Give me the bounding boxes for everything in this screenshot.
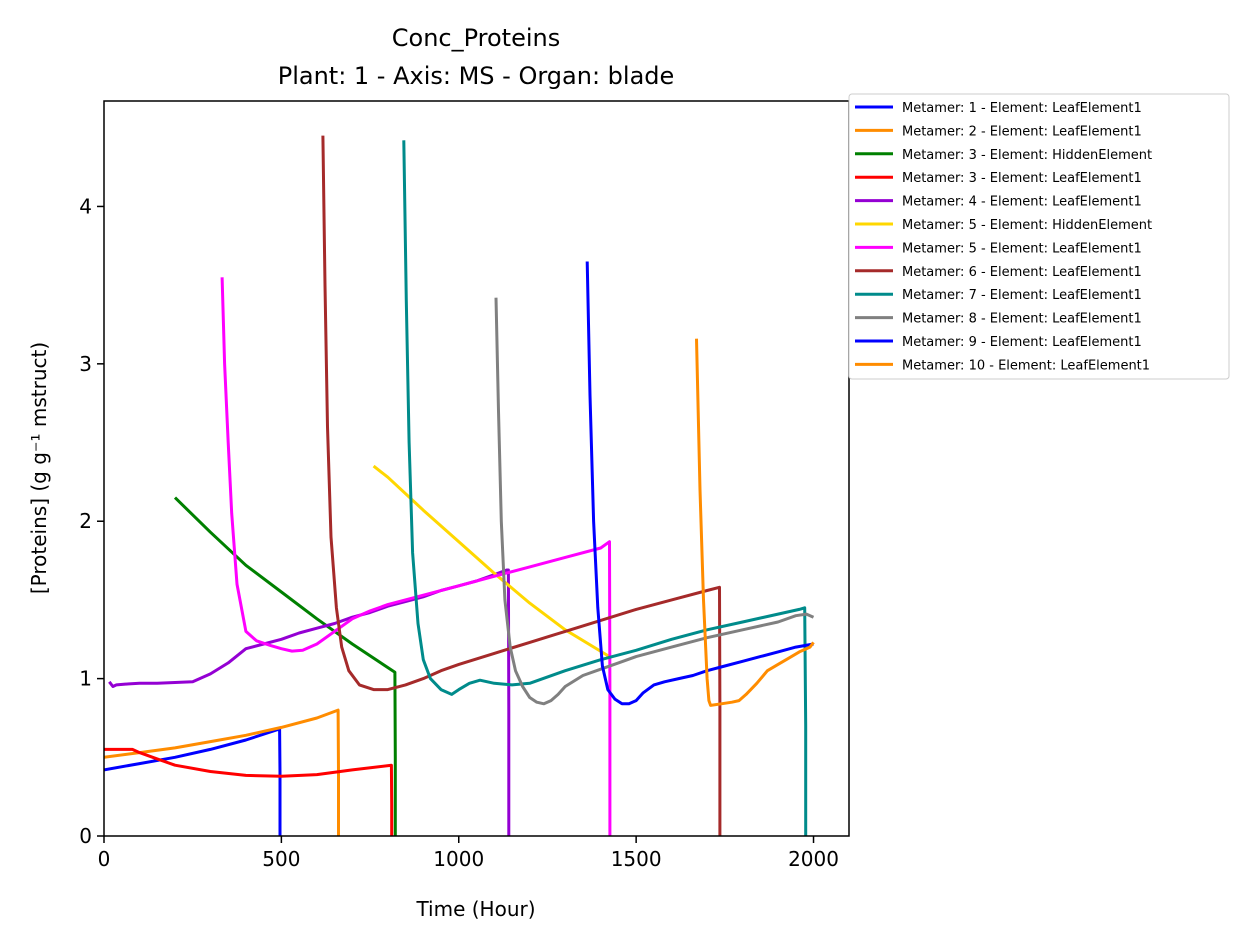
- series-line-2: [104, 708, 340, 836]
- legend-entry: Metamer: 5 - Element: HiddenElement: [902, 218, 1152, 233]
- legend-entry: Metamer: 1 - Element: LeafElement1: [902, 101, 1142, 116]
- x-tick-label: 1000: [433, 847, 484, 871]
- chart-title: Conc_Proteins: [392, 24, 560, 52]
- series-line-6: [372, 464, 611, 658]
- y-tick-label: 4: [79, 194, 92, 218]
- series-line-9: [402, 140, 808, 836]
- x-tick-label: 1500: [611, 847, 662, 871]
- series-line-11: [585, 261, 814, 706]
- series-line-1: [104, 727, 282, 836]
- series-layer: [104, 135, 815, 836]
- series-line-8: [321, 135, 722, 836]
- legend-entry: Metamer: 4 - Element: LeafElement1: [902, 195, 1142, 210]
- series-line-3: [173, 496, 397, 836]
- series-line-7: [220, 277, 612, 836]
- series-line-12: [695, 338, 815, 707]
- x-tick-label: 500: [262, 847, 300, 871]
- legend: Metamer: 1 - Element: LeafElement1 Metame…: [848, 93, 1230, 380]
- legend-entry: Metamer: 6 - Element: LeafElement1: [902, 265, 1142, 280]
- legend-entry: Metamer: 5 - Element: LeafElement1: [902, 241, 1142, 256]
- x-axis: 0 500 1000 1500 2000: [98, 836, 839, 871]
- legend-entry: Metamer: 3 - Element: HiddenElement: [902, 148, 1152, 163]
- x-axis-label: Time (Hour): [415, 897, 535, 921]
- legend-frame: [848, 93, 1230, 380]
- legend-entry: Metamer: 3 - Element: LeafElement1: [902, 171, 1142, 186]
- y-tick-label: 3: [79, 352, 92, 376]
- y-tick-label: 2: [79, 509, 92, 533]
- y-axis-label: [Proteins] (g g⁻¹ mstruct): [27, 342, 51, 594]
- series-line-10: [494, 297, 815, 706]
- y-tick-label: 1: [79, 667, 92, 691]
- legend-entry: Metamer: 7 - Element: LeafElement1: [902, 288, 1142, 303]
- series-line-4: [104, 747, 394, 836]
- legend-entry: Metamer: 2 - Element: LeafElement1: [902, 124, 1142, 139]
- x-tick-label: 2000: [788, 847, 839, 871]
- chart-subtitle: Plant: 1 - Axis: MS - Organ: blade: [278, 62, 675, 90]
- legend-entry: Metamer: 10 - Element: LeafElement1: [902, 358, 1150, 373]
- x-tick-label: 0: [98, 847, 111, 871]
- series-line-5: [108, 568, 511, 836]
- legend-entry: Metamer: 9 - Element: LeafElement1: [902, 335, 1142, 350]
- legend-entry: Metamer: 8 - Element: LeafElement1: [902, 312, 1142, 327]
- y-axis: 0 1 2 3 4: [79, 194, 104, 848]
- plot-frame: [103, 100, 850, 837]
- y-tick-label: 0: [79, 824, 92, 848]
